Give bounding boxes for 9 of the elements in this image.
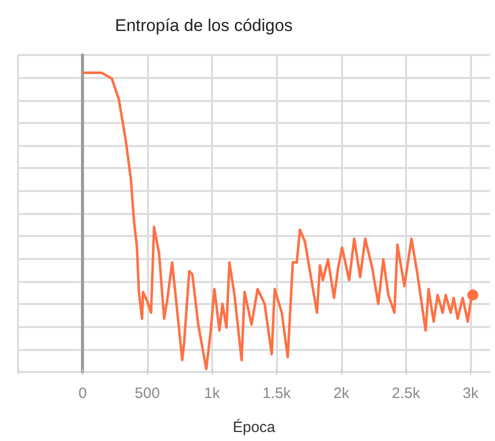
chart-title: Entropía de los códigos	[115, 16, 293, 35]
x-tick-label: 1k	[204, 385, 220, 402]
x-tick-label: 1.5k	[262, 385, 292, 402]
x-tick-label: 3k	[462, 385, 480, 402]
x-tick-label: 500	[134, 385, 160, 402]
x-tick-label: 2.5k	[392, 385, 421, 402]
x-axis-title: Época	[232, 418, 276, 436]
x-tick-label: 2k	[333, 385, 350, 402]
x-tick-label: 0	[78, 385, 87, 402]
